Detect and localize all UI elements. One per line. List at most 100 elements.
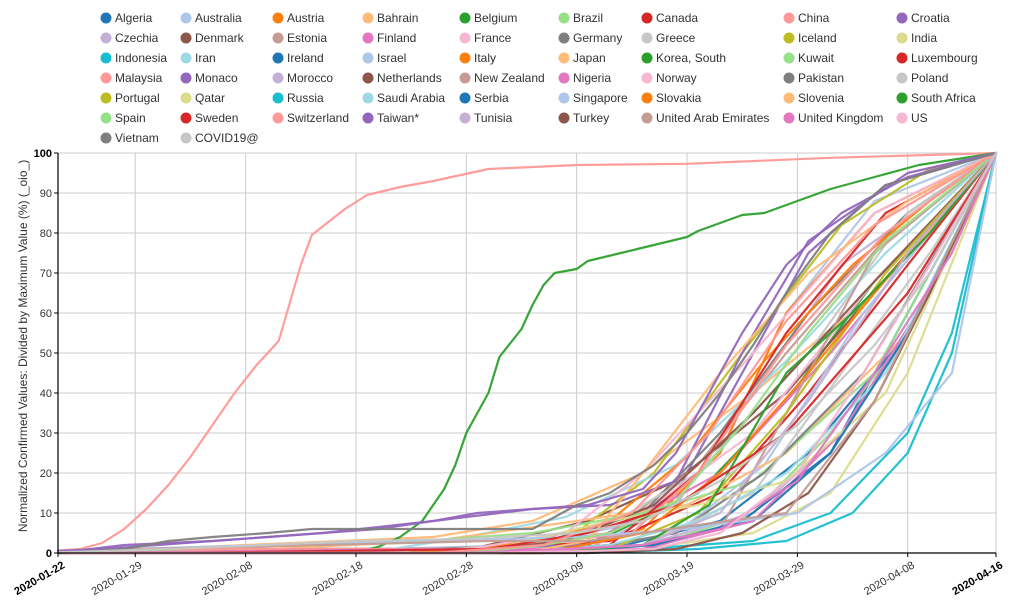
legend-entry-label: Luxembourg	[911, 51, 978, 65]
series-line-china	[56, 151, 998, 552]
legend-swatch	[459, 72, 471, 84]
legend-entry-label: Tunisia	[474, 111, 513, 125]
legend-swatch	[783, 72, 795, 84]
series-line-switzerland	[56, 151, 998, 555]
series-line-taiwan	[56, 151, 998, 553]
legend-swatch	[896, 12, 908, 24]
legend-entry-label: Poland	[911, 71, 948, 85]
legend-entry-label: Taiwan*	[377, 111, 419, 125]
legend-entry-label: Qatar	[195, 91, 225, 105]
legend-entry-label: Austria	[287, 11, 325, 25]
legend-swatch	[362, 72, 374, 84]
y-tick-label: 40	[40, 388, 52, 400]
x-tick-label: 2020-03-29	[752, 559, 807, 598]
legend-entry-label: South Africa	[911, 91, 976, 105]
legend-swatch	[896, 72, 908, 84]
y-tick-label: 90	[40, 188, 52, 200]
legend-swatch	[783, 52, 795, 64]
series-line-covid19	[56, 151, 998, 554]
legend-entry-label: Pakistan	[798, 71, 844, 85]
legend-entry-label: Japan	[573, 51, 606, 65]
legend-entry-label: Spain	[115, 111, 146, 125]
legend-entry-label: Serbia	[474, 91, 509, 105]
y-tick-label: 100	[34, 148, 52, 160]
legend-entry-label: Slovenia	[798, 91, 844, 105]
legend-entry-label: Singapore	[573, 91, 628, 105]
legend-swatch	[272, 92, 284, 104]
legend-swatch	[896, 92, 908, 104]
legend-swatch	[362, 32, 374, 44]
legend-entry-label: Estonia	[287, 31, 327, 45]
legend-swatch	[641, 32, 653, 44]
legend-swatch	[272, 112, 284, 124]
legend-entry-label: Monaco	[195, 71, 238, 85]
legend-entry-label: Algeria	[115, 11, 153, 25]
legend-entry-label: Denmark	[195, 31, 245, 45]
legend-entry-label: Greece	[656, 31, 696, 45]
legend-entry-label: Belgium	[474, 11, 517, 25]
legend-entry-label: Italy	[474, 51, 496, 65]
legend-entry-label: Australia	[195, 11, 242, 25]
legend-swatch	[896, 52, 908, 64]
legend-entry-label: Russia	[287, 91, 324, 105]
y-tick-label: 70	[40, 268, 52, 280]
legend-entry-label: Ireland	[287, 51, 324, 65]
legend-entry-label: New Zealand	[474, 71, 545, 85]
series-line-turkey	[56, 151, 998, 555]
legend-swatch	[558, 32, 570, 44]
legend: Algeria Australia Austria Bahrain Belgium Bra…	[100, 11, 978, 145]
y-tick-label: 0	[46, 548, 52, 560]
legend-entry-label: Morocco	[287, 71, 333, 85]
legend-entry-label: Slovakia	[656, 91, 702, 105]
series-line-korea-south	[56, 151, 998, 555]
legend-entry-label: Czechia	[115, 31, 159, 45]
legend-entry-label: India	[911, 31, 937, 45]
legend-entry-label: Israel	[377, 51, 406, 65]
legend-swatch	[362, 112, 374, 124]
legend-entry-label: United Kingdom	[798, 111, 883, 125]
x-tick-label: 2020-02-18	[310, 559, 365, 598]
x-tick-label: 2020-02-28	[421, 559, 476, 598]
legend-swatch	[362, 12, 374, 24]
legend-swatch	[641, 112, 653, 124]
legend-entry-label: Netherlands	[377, 71, 442, 85]
legend-entry-label: Nigeria	[573, 71, 611, 85]
legend-entry-label: Germany	[573, 31, 622, 45]
legend-entry-label: Croatia	[911, 11, 950, 25]
legend-swatch	[180, 72, 192, 84]
legend-entry-label: COVID19@	[195, 131, 259, 145]
x-tick-label: 2020-04-16	[950, 559, 1005, 598]
legend-swatch	[558, 72, 570, 84]
legend-swatch	[783, 12, 795, 24]
y-tick-label: 60	[40, 308, 52, 320]
legend-entry-label: Brazil	[573, 11, 603, 25]
x-tick-label: 2020-03-19	[641, 559, 696, 598]
legend-entry-label: Norway	[656, 71, 697, 85]
legend-swatch	[100, 72, 112, 84]
y-axis-title: Normalized Confirmed Values: Divided by …	[16, 160, 30, 532]
x-tick-label: 2020-01-29	[90, 559, 145, 598]
legend-swatch	[896, 32, 908, 44]
y-tick-label: 30	[40, 428, 52, 440]
legend-swatch	[558, 52, 570, 64]
legend-swatch	[100, 132, 112, 144]
legend-swatch	[459, 92, 471, 104]
legend-swatch	[558, 12, 570, 24]
legend-swatch	[558, 92, 570, 104]
legend-entry-label: Malaysia	[115, 71, 163, 85]
legend-swatch	[180, 12, 192, 24]
legend-entry-label: Korea, South	[656, 51, 726, 65]
legend-swatch	[459, 52, 471, 64]
legend-swatch	[896, 112, 908, 124]
y-tick-label: 80	[40, 228, 52, 240]
legend-entry-label: Canada	[656, 11, 698, 25]
legend-swatch	[180, 132, 192, 144]
legend-swatch	[100, 52, 112, 64]
y-tick-label: 20	[40, 468, 52, 480]
legend-entry-label: Finland	[377, 31, 416, 45]
x-tick-label: 2020-01-22	[12, 559, 67, 598]
legend-swatch	[459, 112, 471, 124]
legend-entry-label: Saudi Arabia	[377, 91, 445, 105]
legend-swatch	[272, 12, 284, 24]
legend-entry-label: Indonesia	[115, 51, 167, 65]
